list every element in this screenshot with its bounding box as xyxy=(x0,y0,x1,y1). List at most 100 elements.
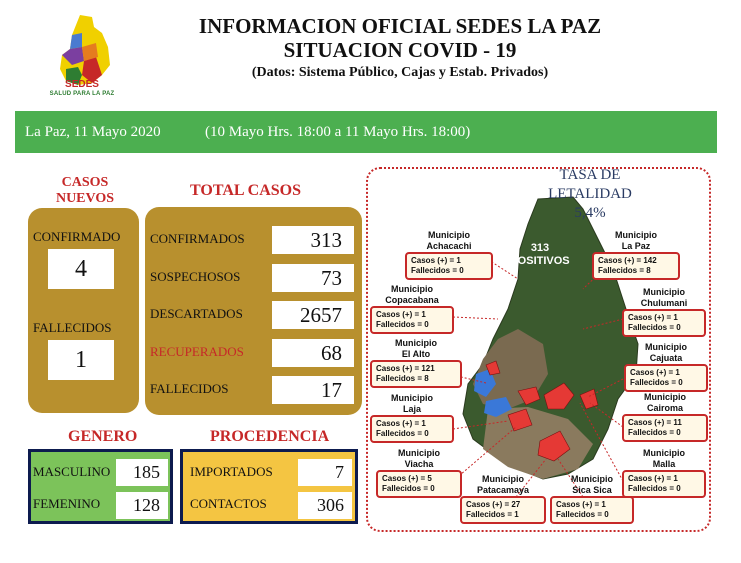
confirmados-label: CONFIRMADOS xyxy=(150,231,245,246)
contactos-value: 306 xyxy=(298,492,352,519)
descartados-label: DESCARTADOS xyxy=(150,306,243,321)
fallecidos-text: Fallecidos = 0 xyxy=(628,323,681,332)
municipio-stats: Casos (+) = 142 Fallecidos = 8 xyxy=(592,252,680,280)
municipio-viacha: Municipio Viacha Casos (+) = 5 Fallecido… xyxy=(376,448,462,498)
casos-text: Casos (+) = 1 xyxy=(630,368,680,377)
tasa-letalidad: TASA DE LETALIDAD 5,4% xyxy=(535,166,645,223)
municipio-achacachi: Municipio Achacachi Casos (+) = 1 Fallec… xyxy=(405,230,493,280)
municipio-name: Chulumani xyxy=(640,298,688,308)
casos-nuevos-title-line2: NUEVOS xyxy=(55,191,115,206)
municipio-name: Cajuata xyxy=(649,353,683,363)
municipio-cajuata: Municipio Cajuata Casos (+) = 1 Fallecid… xyxy=(624,342,708,392)
municipio-name: La Paz xyxy=(621,241,651,251)
genero-title: GENERO xyxy=(68,428,138,445)
municipio-label: Municipio xyxy=(398,448,440,458)
fallecidos-text: Fallecidos = 0 xyxy=(630,378,683,387)
report-date: La Paz, 11 Mayo 2020 xyxy=(25,124,161,140)
municipio-label: Municipio xyxy=(428,230,470,240)
descartados-value: 2657 xyxy=(272,301,354,329)
fallecidos-text: Fallecidos = 0 xyxy=(411,266,464,275)
municipio-stats: Casos (+) = 1 Fallecidos = 0 xyxy=(405,252,493,280)
casos-nuevos-title-line1: CASOS xyxy=(61,175,109,190)
municipio-stats: Casos (+) = 1 Fallecidos = 0 xyxy=(370,415,454,443)
municipio-name: Achacachi xyxy=(426,241,472,251)
municipio-stats: Casos (+) = 1 Fallecidos = 0 xyxy=(622,309,706,337)
fallecidos-total-label: FALLECIDOS xyxy=(150,381,229,396)
municipio-stats: Casos (+) = 1 Fallecidos = 0 xyxy=(624,364,708,392)
municipio-stats: Casos (+) = 1 Fallecidos = 0 xyxy=(622,470,706,498)
municipio-stats: Casos (+) = 1 Fallecidos = 0 xyxy=(370,306,454,334)
total-casos-title: TOTAL CASOS xyxy=(190,182,302,199)
municipio-name: Sica Sica xyxy=(572,485,612,495)
municipio-cairoma: Municipio Cairoma Casos (+) = 11 Falleci… xyxy=(622,392,708,442)
municipio-stats: Casos (+) = 5 Fallecidos = 0 xyxy=(376,470,462,498)
importados-value: 7 xyxy=(298,459,352,486)
importados-label: IMPORTADOS xyxy=(190,464,273,479)
municipio-label: Municipio xyxy=(395,338,437,348)
fallecidos-nuevos-label: FALLECIDOS xyxy=(33,320,112,335)
municipio-chulumani: Municipio Chulumani Casos (+) = 1 Fallec… xyxy=(622,287,706,337)
municipio-label: Municipio xyxy=(645,342,687,352)
municipio-label: Municipio xyxy=(571,474,613,484)
municipio-name: El Alto xyxy=(401,349,431,359)
procedencia-title: PROCEDENCIA xyxy=(210,428,330,445)
fallecidos-text: Fallecidos = 0 xyxy=(376,429,429,438)
municipio-name: Malla xyxy=(652,459,676,469)
fallecidos-text: Fallecidos = 8 xyxy=(598,266,651,275)
tasa-title-line1: TASA DE xyxy=(559,167,621,183)
municipio-stats: Casos (+) = 1 Fallecidos = 0 xyxy=(550,496,634,524)
municipio-la-paz: Municipio La Paz Casos (+) = 142 Falleci… xyxy=(592,230,680,280)
municipio-label: Municipio xyxy=(615,230,657,240)
casos-text: Casos (+) = 5 xyxy=(382,474,432,483)
fallecidos-text: Fallecidos = 0 xyxy=(376,320,429,329)
positivos-count: 313 xyxy=(530,242,550,254)
casos-text: Casos (+) = 1 xyxy=(376,310,426,319)
municipio-label: Municipio xyxy=(482,474,524,484)
fallecidos-text: Fallecidos = 0 xyxy=(628,484,681,493)
municipio-stats: Casos (+) = 121 Fallecidos = 8 xyxy=(370,360,462,388)
recuperados-label: RECUPERADOS xyxy=(150,344,244,359)
confirmados-value: 313 xyxy=(272,226,354,254)
fallecidos-text: Fallecidos = 0 xyxy=(382,484,435,493)
femenino-value: 128 xyxy=(116,492,168,519)
municipio-name: Viacha xyxy=(404,459,434,469)
municipio-sica-sica: Municipio Sica Sica Casos (+) = 1 Fallec… xyxy=(550,474,634,524)
page-subtitle: SITUACION COVID - 19 xyxy=(283,38,517,62)
femenino-label: FEMENINO xyxy=(33,496,101,511)
tasa-title-line2: LETALIDAD xyxy=(548,186,632,202)
masculino-label: MASCULINO xyxy=(33,464,111,479)
casos-text: Casos (+) = 142 xyxy=(598,256,657,265)
report-time-range: (10 Mayo Hrs. 18:00 a 11 Mayo Hrs. 18:00… xyxy=(205,124,471,140)
municipio-stats: Casos (+) = 11 Fallecidos = 0 xyxy=(622,414,708,442)
municipio-name: Laja xyxy=(402,404,421,414)
casos-text: Casos (+) = 1 xyxy=(411,256,461,265)
casos-text: Casos (+) = 1 xyxy=(628,474,678,483)
positivos-label: POSITIVOS xyxy=(510,255,570,267)
casos-text: Casos (+) = 121 xyxy=(376,364,435,373)
confirmado-value: 4 xyxy=(48,249,114,289)
contactos-label: CONTACTOS xyxy=(190,496,267,511)
fallecidos-total-value: 17 xyxy=(272,376,354,404)
masculino-value: 185 xyxy=(116,459,168,486)
casos-text: Casos (+) = 1 xyxy=(556,500,606,509)
sospechosos-label: SOSPECHOSOS xyxy=(150,269,241,284)
casos-text: Casos (+) = 1 xyxy=(376,419,426,428)
casos-text: Casos (+) = 11 xyxy=(628,418,682,427)
municipio-malla: Municipio Malla Casos (+) = 1 Fallecidos… xyxy=(622,448,706,498)
municipio-label: Municipio xyxy=(391,284,433,294)
fallecidos-text: Fallecidos = 8 xyxy=(376,374,429,383)
municipio-label: Municipio xyxy=(643,287,685,297)
fallecidos-nuevos-value: 1 xyxy=(48,340,114,380)
tasa-value: 5,4% xyxy=(574,205,606,221)
sospechosos-value: 73 xyxy=(272,264,354,292)
page-title: INFORMACION OFICIAL SEDES LA PAZ xyxy=(198,14,602,38)
casos-text: Casos (+) = 1 xyxy=(628,313,678,322)
municipio-el-alto: Municipio El Alto Casos (+) = 121 Fallec… xyxy=(370,338,462,388)
municipio-patacamaya: Municipio Patacamaya Casos (+) = 27 Fall… xyxy=(460,474,546,524)
fallecidos-text: Fallecidos = 0 xyxy=(628,428,681,437)
recuperados-value: 68 xyxy=(272,339,354,367)
municipio-laja: Municipio Laja Casos (+) = 1 Fallecidos … xyxy=(370,393,454,443)
fallecidos-text: Fallecidos = 1 xyxy=(466,510,519,519)
municipio-label: Municipio xyxy=(643,448,685,458)
municipio-name: Patacamaya xyxy=(476,485,530,495)
